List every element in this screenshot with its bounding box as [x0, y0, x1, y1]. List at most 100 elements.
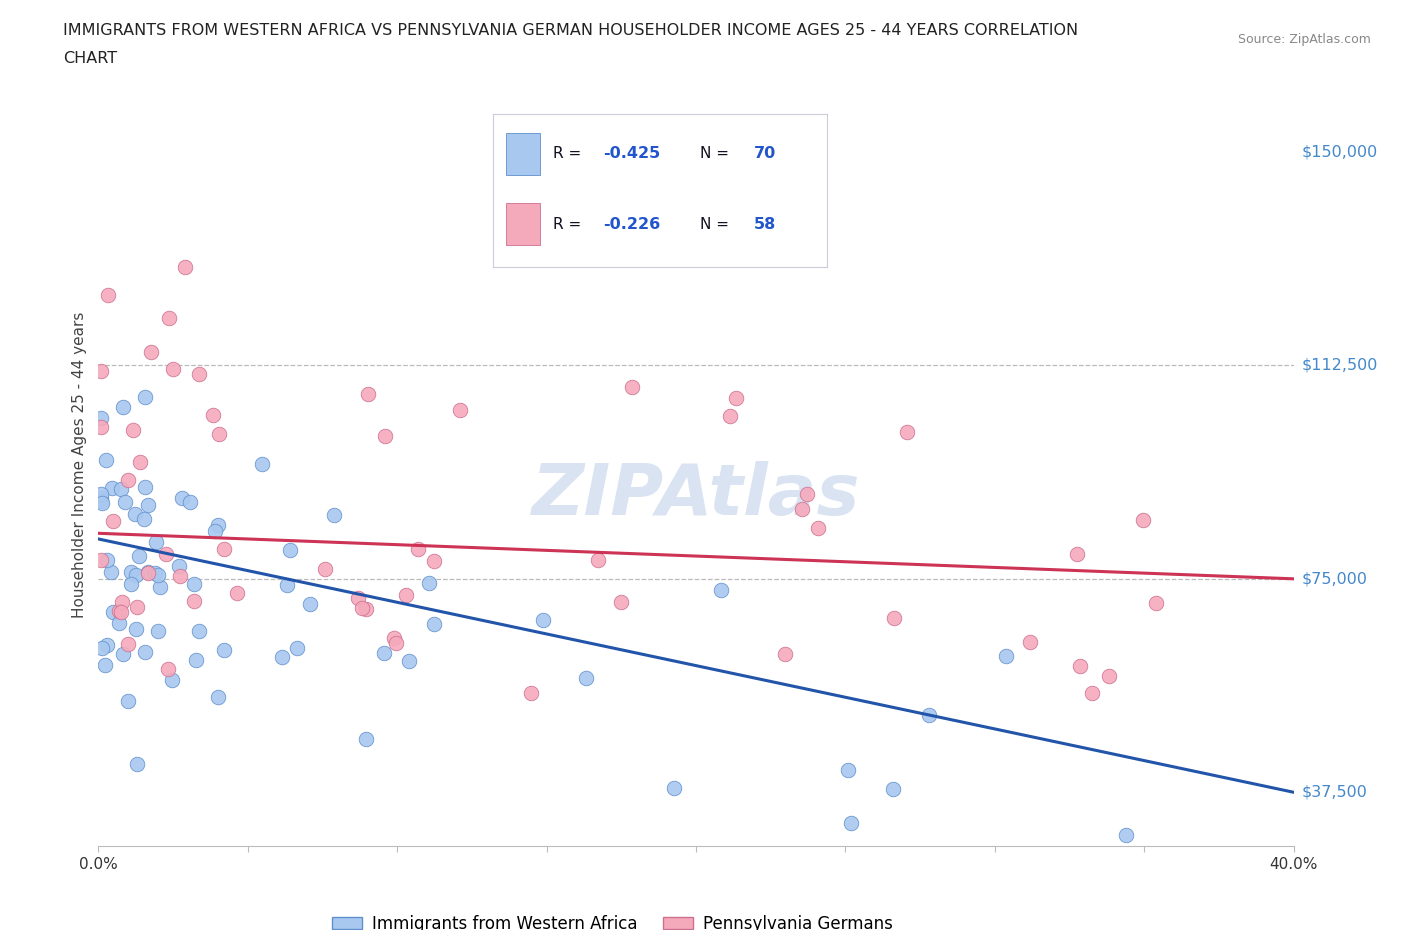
Immigrants from Western Africa	[134, 390, 156, 405]
Immigrants from Western Africa	[285, 641, 308, 656]
Immigrants from Western Africa	[148, 580, 170, 595]
Pennsylvania Germans	[374, 429, 396, 444]
Immigrants from Western Africa	[125, 567, 148, 582]
Immigrants from Western Africa	[101, 480, 124, 495]
Immigrants from Western Africa	[90, 491, 112, 506]
Immigrants from Western Africa	[323, 508, 346, 523]
Pennsylvania Germans	[162, 362, 184, 377]
Pennsylvania Germans	[725, 390, 748, 405]
Pennsylvania Germans	[201, 407, 224, 422]
Pennsylvania Germans	[155, 546, 177, 561]
Immigrants from Western Africa	[533, 613, 555, 628]
Immigrants from Western Africa	[172, 491, 194, 506]
Pennsylvania Germans	[208, 426, 231, 441]
Immigrants from Western Africa	[276, 578, 298, 593]
Pennsylvania Germans	[117, 472, 139, 487]
Text: $112,500: $112,500	[1302, 358, 1378, 373]
Immigrants from Western Africa	[114, 495, 136, 510]
Pennsylvania Germans	[346, 591, 368, 605]
Pennsylvania Germans	[169, 569, 191, 584]
Immigrants from Western Africa	[207, 689, 229, 704]
Text: CHART: CHART	[63, 51, 117, 66]
Immigrants from Western Africa	[112, 400, 135, 415]
Immigrants from Western Africa	[250, 456, 273, 471]
Pennsylvania Germans	[127, 599, 149, 614]
Immigrants from Western Africa	[94, 658, 117, 672]
Pennsylvania Germans	[90, 419, 112, 434]
Text: $37,500: $37,500	[1302, 785, 1368, 800]
Pennsylvania Germans	[110, 604, 132, 619]
Y-axis label: Householder Income Ages 25 - 44 years: Householder Income Ages 25 - 44 years	[72, 312, 87, 618]
Pennsylvania Germans	[790, 502, 813, 517]
Immigrants from Western Africa	[298, 597, 321, 612]
Pennsylvania Germans	[1144, 596, 1167, 611]
Immigrants from Western Africa	[918, 708, 941, 723]
Immigrants from Western Africa	[125, 757, 148, 772]
Pennsylvania Germans	[395, 588, 418, 603]
Text: Source: ZipAtlas.com: Source: ZipAtlas.com	[1237, 33, 1371, 46]
Pennsylvania Germans	[718, 408, 741, 423]
Pennsylvania Germans	[141, 344, 163, 359]
Immigrants from Western Africa	[271, 649, 294, 664]
Immigrants from Western Africa	[423, 617, 446, 631]
Immigrants from Western Africa	[575, 671, 598, 685]
Pennsylvania Germans	[354, 602, 377, 617]
Immigrants from Western Africa	[134, 644, 156, 659]
Pennsylvania Germans	[314, 561, 336, 576]
Immigrants from Western Africa	[188, 623, 211, 638]
Immigrants from Western Africa	[120, 565, 142, 579]
Immigrants from Western Africa	[160, 673, 183, 688]
Pennsylvania Germans	[586, 552, 609, 567]
Text: $75,000: $75,000	[1302, 571, 1368, 586]
Pennsylvania Germans	[187, 366, 209, 381]
Immigrants from Western Africa	[132, 512, 155, 526]
Pennsylvania Germans	[117, 637, 139, 652]
Pennsylvania Germans	[796, 486, 818, 501]
Pennsylvania Germans	[111, 594, 134, 609]
Immigrants from Western Africa	[110, 482, 132, 497]
Immigrants from Western Africa	[710, 582, 733, 597]
Immigrants from Western Africa	[136, 498, 159, 512]
Pennsylvania Germans	[226, 586, 249, 601]
Immigrants from Western Africa	[167, 558, 190, 573]
Immigrants from Western Africa	[207, 517, 229, 532]
Immigrants from Western Africa	[373, 645, 395, 660]
Pennsylvania Germans	[1069, 658, 1091, 673]
Immigrants from Western Africa	[179, 495, 201, 510]
Immigrants from Western Africa	[204, 524, 226, 538]
Immigrants from Western Africa	[662, 780, 685, 795]
Immigrants from Western Africa	[214, 643, 236, 658]
Pennsylvania Germans	[129, 455, 152, 470]
Immigrants from Western Africa	[398, 654, 420, 669]
Pennsylvania Germans	[449, 403, 471, 418]
Pennsylvania Germans	[212, 541, 235, 556]
Pennsylvania Germans	[157, 662, 180, 677]
Immigrants from Western Africa	[882, 782, 904, 797]
Pennsylvania Germans	[90, 364, 112, 379]
Immigrants from Western Africa	[146, 624, 169, 639]
Pennsylvania Germans	[807, 521, 830, 536]
Immigrants from Western Africa	[128, 549, 150, 564]
Immigrants from Western Africa	[354, 732, 377, 747]
Immigrants from Western Africa	[124, 507, 146, 522]
Pennsylvania Germans	[157, 311, 180, 325]
Pennsylvania Germans	[1098, 669, 1121, 684]
Pennsylvania Germans	[610, 594, 633, 609]
Immigrants from Western Africa	[120, 577, 142, 591]
Immigrants from Western Africa	[143, 565, 166, 580]
Immigrants from Western Africa	[101, 604, 124, 619]
Pennsylvania Germans	[621, 379, 644, 394]
Pennsylvania Germans	[1080, 685, 1102, 700]
Immigrants from Western Africa	[134, 480, 156, 495]
Pennsylvania Germans	[408, 541, 430, 556]
Immigrants from Western Africa	[96, 638, 118, 653]
Pennsylvania Germans	[101, 513, 124, 528]
Immigrants from Western Africa	[145, 534, 167, 549]
Pennsylvania Germans	[357, 386, 380, 401]
Pennsylvania Germans	[183, 593, 205, 608]
Immigrants from Western Africa	[418, 576, 440, 591]
Pennsylvania Germans	[385, 636, 408, 651]
Immigrants from Western Africa	[837, 763, 859, 777]
Immigrants from Western Africa	[278, 543, 301, 558]
Immigrants from Western Africa	[111, 647, 134, 662]
